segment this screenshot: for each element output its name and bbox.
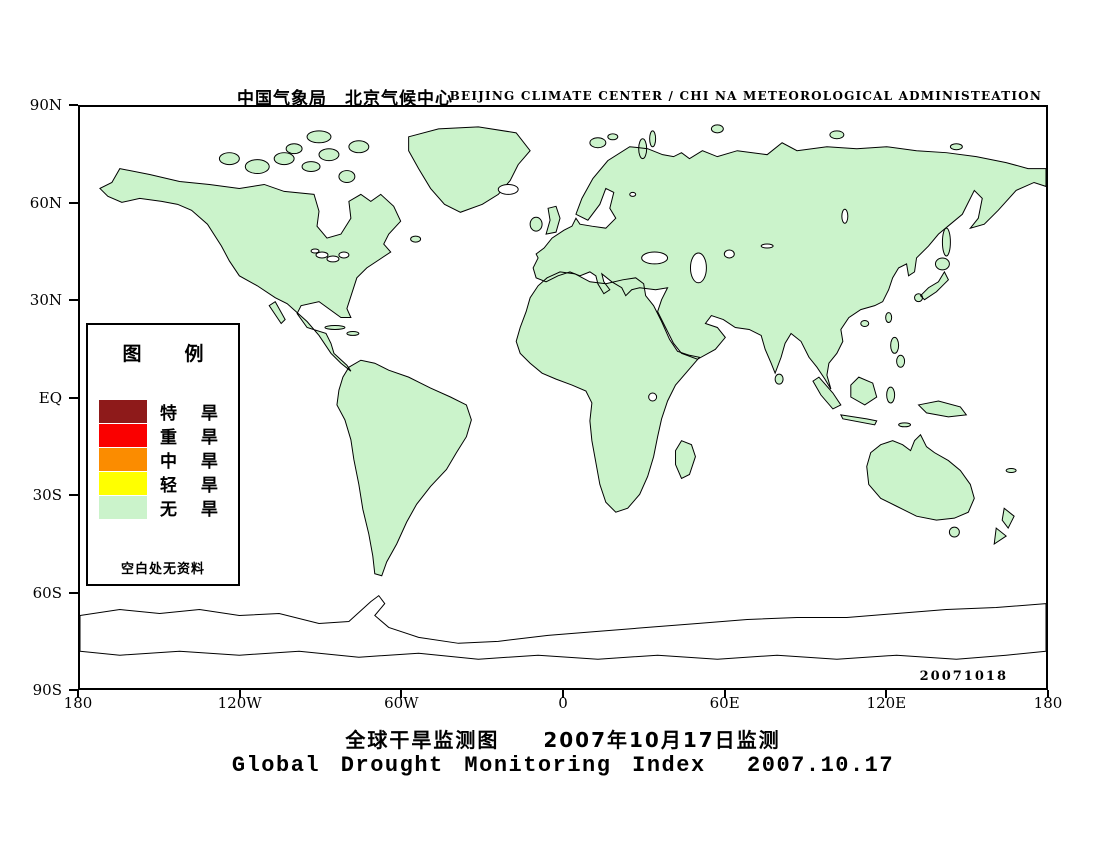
lat-label: 30N (29, 291, 62, 309)
lon-tick (1047, 690, 1049, 698)
lon-label: 180 (1033, 694, 1063, 712)
legend-item-severe: 重 旱 (99, 424, 232, 448)
legend-rows: 特 旱 重 旱 中 旱 轻 旱 无 旱 (99, 400, 232, 520)
lon-label: 0 (558, 694, 568, 712)
legend-note: 空白处无资料 (120, 562, 205, 577)
legend-swatch-extreme (99, 400, 147, 423)
lon-tick (400, 690, 403, 698)
map-canvas (80, 124, 1046, 660)
legend-label-none: 无 旱 (160, 500, 227, 520)
lat-tick (69, 689, 78, 691)
lat-tick (69, 396, 78, 399)
legend-swatch-light (99, 472, 147, 495)
legend-item-light: 轻 旱 (99, 472, 232, 496)
legend-item-moderate: 中 旱 (99, 448, 232, 472)
legend-label-extreme: 特 旱 (160, 404, 227, 424)
lat-label: 60N (29, 193, 62, 212)
legend-item-none: 无 旱 (99, 496, 232, 520)
date-stamp: 20071018 (919, 669, 1008, 684)
lon-label: 120W (217, 694, 262, 712)
antarctica-outline (80, 594, 1046, 660)
lat-label: 30S (32, 486, 62, 504)
lat-label: 90N (29, 96, 62, 114)
lon-tick (885, 690, 888, 698)
lat-label: EQ (38, 388, 62, 407)
lat-tick (69, 299, 78, 301)
lon-tick (562, 690, 564, 698)
lon-label: 60W (384, 694, 419, 712)
legend-label-severe: 重 旱 (160, 428, 227, 448)
land-fill-layer (99, 124, 1046, 576)
lat-tick (69, 201, 78, 204)
lat-label: 90S (32, 681, 62, 699)
legend-title: 图 例 (122, 343, 216, 365)
lon-label: 180 (63, 694, 93, 712)
legend-item-extreme: 特 旱 (99, 400, 232, 424)
legend-label-light: 轻 旱 (160, 476, 227, 496)
lon-label: 120E (866, 694, 907, 712)
footer-title-en: Global Drought Monitoring Index 2007.10.… (231, 753, 895, 778)
footer-title-cn: 全球干旱监测图 2007年10月17日监测 (345, 728, 781, 752)
lat-tick (69, 591, 78, 594)
header-title-cn: 中国气象局 北京气候中心 (237, 89, 453, 109)
legend-box: 图 例 特 旱 重 旱 中 旱 轻 旱 无 旱 空白处无资料 (86, 323, 240, 586)
legend-label-moderate: 中 旱 (160, 452, 227, 472)
lat-tick (69, 104, 78, 106)
lon-tick (77, 690, 79, 698)
lon-tick (723, 690, 726, 698)
lakes-layer (310, 183, 849, 402)
legend-swatch-severe (99, 424, 147, 447)
header-title-en: BEIJING CLIMATE CENTER / CHI NA METEOROL… (449, 89, 1042, 103)
lon-tick (238, 690, 241, 698)
lat-tick (69, 494, 78, 496)
legend-swatch-moderate (99, 448, 147, 471)
lat-label: 60S (32, 583, 62, 602)
legend-swatch-none (99, 496, 147, 519)
lon-label: 60E (709, 694, 740, 712)
